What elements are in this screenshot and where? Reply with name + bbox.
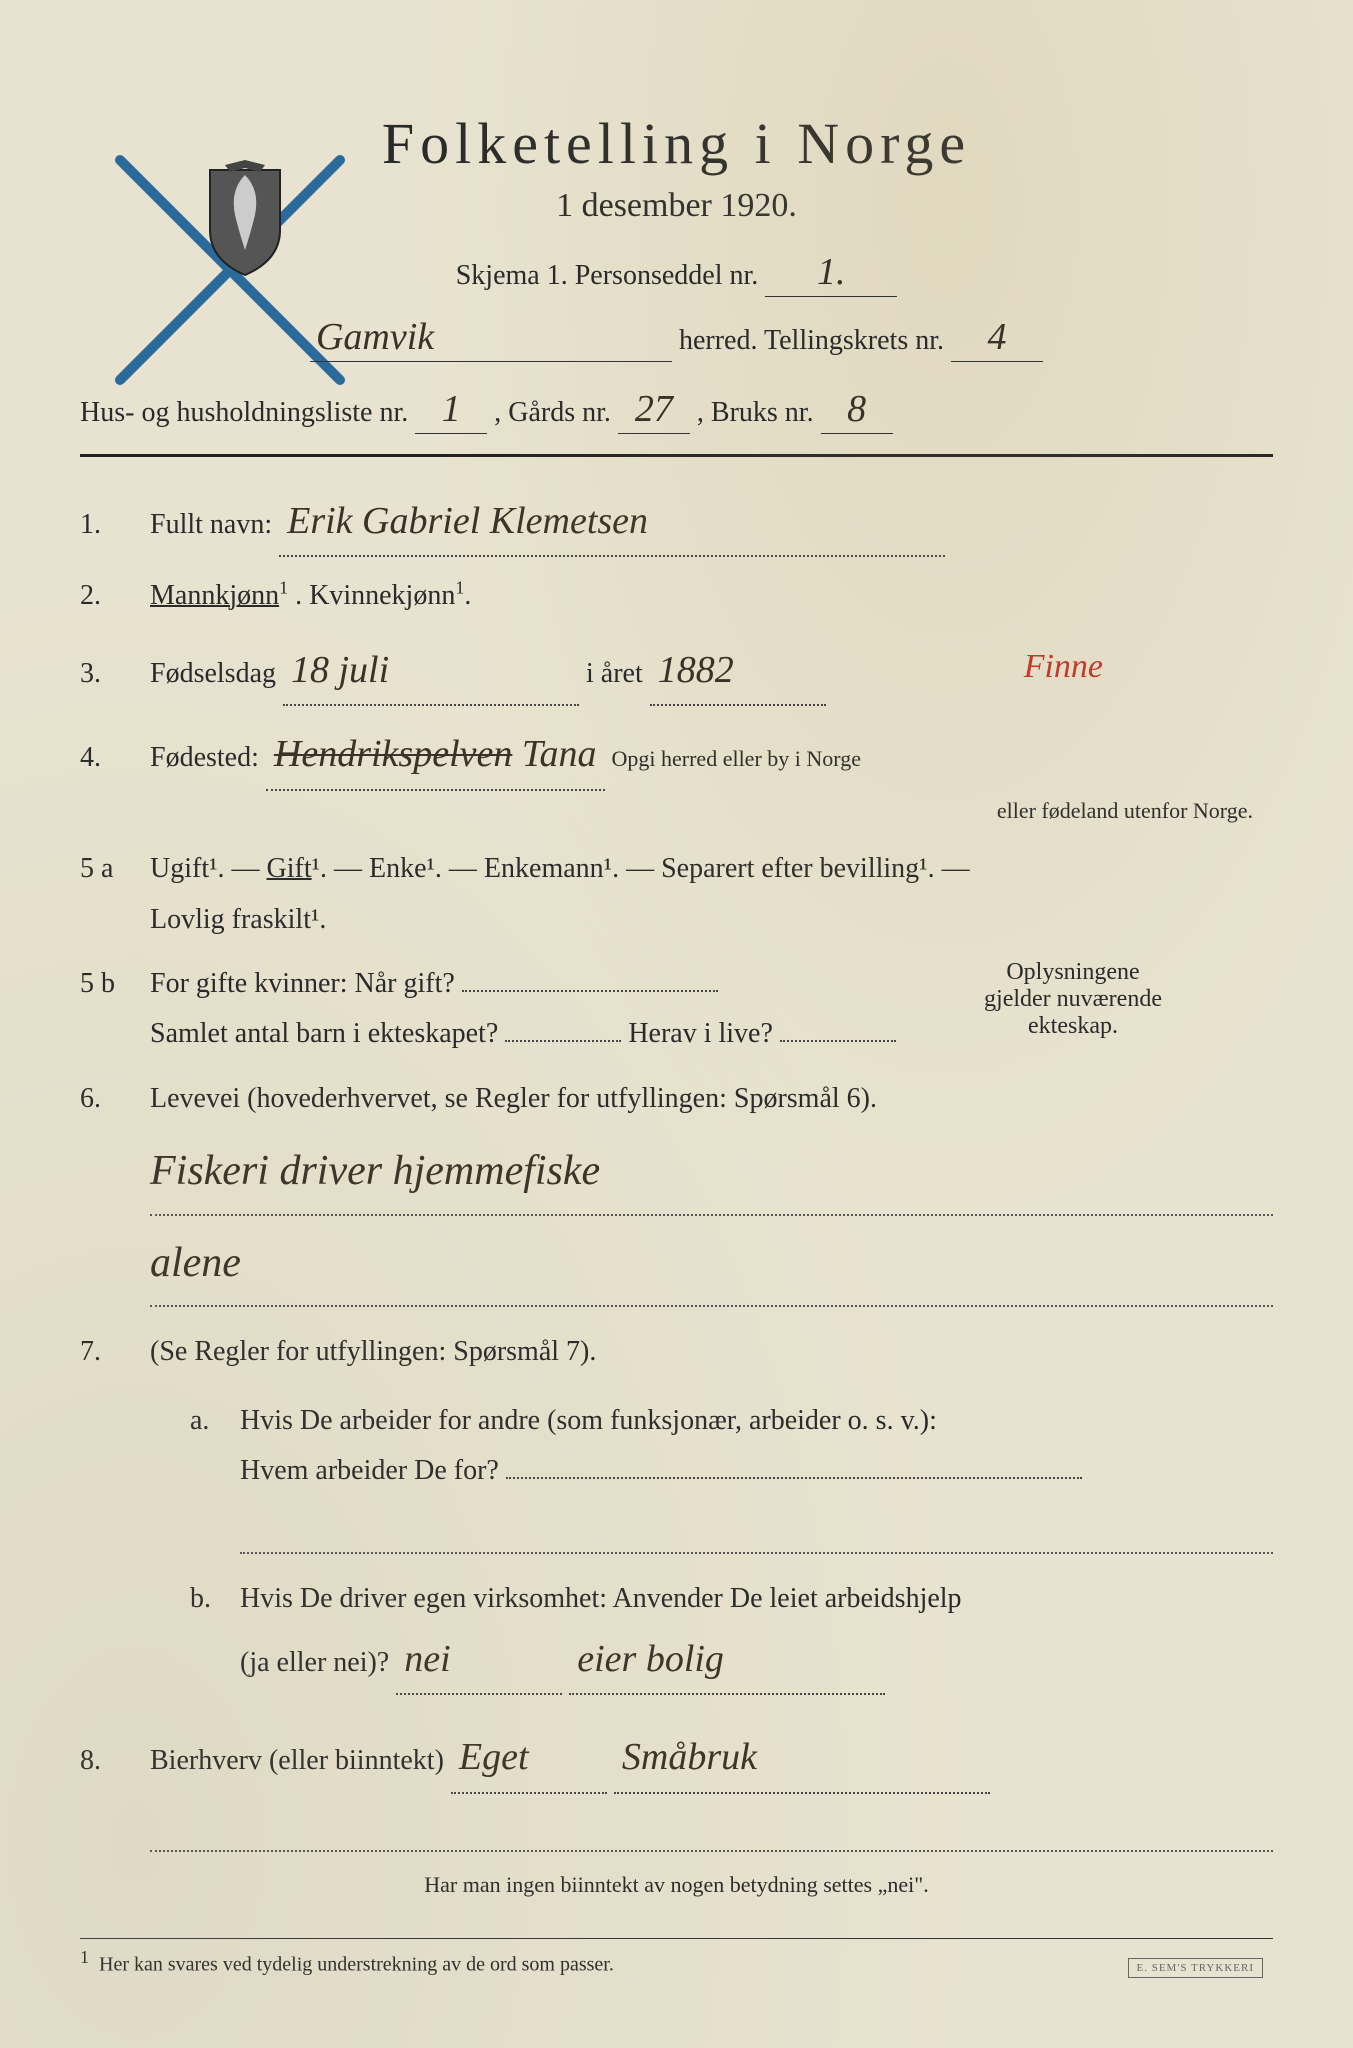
q5b-num: 5 b	[80, 968, 150, 1000]
q5a-row: 5 a Ugift¹. — Gift¹. — Enke¹. — Enkemann…	[80, 844, 1273, 945]
q2-num: 2.	[80, 580, 150, 612]
q5a-gift: Gift	[267, 853, 312, 884]
q7a-row: a. Hvis De arbeider for andre (som funks…	[150, 1396, 1273, 1561]
q8-num: 8.	[80, 1745, 150, 1777]
q2-sup1: 1	[279, 578, 288, 598]
footnote-row: 1 Her kan svares ved tydelig understrekn…	[80, 1938, 1273, 1977]
q7b-num: b.	[190, 1574, 240, 1624]
q7b-l2: (ja eller nei)?	[240, 1647, 389, 1678]
q3-year: 1882	[650, 636, 826, 706]
q7a-num: a.	[190, 1396, 240, 1446]
q5b-v3	[780, 1040, 896, 1042]
q4-row: 4. Fødested: Hendrikspelven Tana Opgi he…	[80, 720, 1273, 830]
q4-num: 4.	[80, 742, 150, 774]
q4-hint1: Opgi herred eller by i Norge	[612, 746, 861, 771]
q5b-l2b: Herav i live?	[628, 1018, 773, 1049]
q2-content: Mannkjønn1 . Kvinnekjønn1.	[150, 571, 1273, 621]
q3-mid: i året	[586, 658, 643, 689]
q7-num: 7.	[80, 1336, 150, 1368]
q8-pre: Eget	[451, 1723, 607, 1793]
tail-hint: Har man ingen biinntekt av nogen betydni…	[80, 1872, 1273, 1898]
q4-value: Tana	[522, 733, 597, 775]
hus-label: Hus- og husholdningsliste nr.	[80, 397, 408, 428]
q1-label: Fullt navn:	[150, 509, 272, 540]
q6-value2: alene	[150, 1222, 1273, 1308]
q1-row: 1. Fullt navn: Erik Gabriel Klemetsen	[80, 487, 1273, 557]
q5b-v2	[505, 1040, 621, 1042]
q7a-l2: Hvem arbeider De for?	[240, 1455, 499, 1486]
q4-struck: Hendrikspelven	[274, 733, 512, 775]
q7-label: (Se Regler for utfyllingen: Spørsmål 7).	[150, 1336, 596, 1367]
q7a-blank	[240, 1502, 1273, 1554]
hus-line: Hus- og husholdningsliste nr. 1 , Gårds …	[80, 387, 1273, 434]
q2-row: 2. Mannkjønn1 . Kvinnekjønn1.	[80, 571, 1273, 621]
q3-num: 3.	[80, 658, 150, 690]
q4-content: Fødested: Hendrikspelven Tana Opgi herre…	[150, 720, 1273, 830]
q4-label: Fødested:	[150, 742, 259, 773]
q7b-content: Hvis De driver egen virksomhet: Anvender…	[240, 1574, 1273, 1695]
bruks-label: , Bruks nr.	[697, 397, 814, 428]
q5a-num: 5 a	[80, 853, 150, 885]
q1-num: 1.	[80, 509, 150, 541]
q3-red-note: Finne	[1024, 636, 1103, 697]
q8-value: Småbruk	[614, 1723, 990, 1793]
herred-line: Gamvik herred. Tellingskrets nr. 4	[80, 315, 1273, 362]
q8-row: 8. Bierhverv (eller biinntekt) Eget Småb…	[80, 1723, 1273, 1857]
q5b-l2: Samlet antal barn i ekteskapet?	[150, 1018, 498, 1049]
hus-nr: 1	[415, 387, 487, 434]
q1-content: Fullt navn: Erik Gabriel Klemetsen	[150, 487, 1273, 557]
q5b-l1: For gifte kvinner: Når gift?	[150, 968, 455, 999]
gards-nr: 27	[618, 387, 690, 434]
q6-label: Levevei (hovederhvervet, se Regler for u…	[150, 1083, 877, 1114]
q6-num: 6.	[80, 1083, 150, 1115]
q8-content: Bierhverv (eller biinntekt) Eget Småbruk	[150, 1723, 1273, 1857]
q2-mann: Mannkjønn	[150, 580, 279, 611]
schema-line: Skjema 1. Personseddel nr. 1.	[80, 250, 1273, 297]
gards-label: , Gårds nr.	[494, 397, 611, 428]
q5b-row: 5 b For gifte kvinner: Når gift? Samlet …	[80, 959, 1273, 1060]
q5a-opts: Ugift¹. —	[150, 853, 267, 884]
q2-kvinne: . Kvinnekjønn	[295, 580, 455, 611]
q5b-side: Oplysningene gjelder nuværende ekteskap.	[953, 959, 1193, 1040]
q3-row: 3. Fødselsdag 18 juli i året 1882 Finne	[80, 636, 1273, 706]
q7b-extra: eier bolig	[569, 1625, 885, 1695]
q6-content: Levevei (hovederhvervet, se Regler for u…	[150, 1074, 1273, 1314]
herred-value: Gamvik	[310, 315, 672, 362]
q5b-side1: Oplysningene	[953, 959, 1193, 986]
q7a-l1: Hvis De arbeider for andre (som funksjon…	[240, 1405, 937, 1436]
q6-row: 6. Levevei (hovederhvervet, se Regler fo…	[80, 1074, 1273, 1314]
q3-label: Fødselsdag	[150, 658, 276, 689]
q3-content: Fødselsdag 18 juli i året 1882 Finne	[150, 636, 1273, 706]
footnote-text: Her kan svares ved tydelig understreknin…	[99, 1953, 614, 1975]
q8-blank	[150, 1800, 1273, 1852]
personseddel-nr: 1.	[765, 250, 897, 297]
q8-label: Bierhverv (eller biinntekt)	[150, 1745, 444, 1776]
bruks-nr: 8	[821, 387, 893, 434]
q7a-value	[506, 1477, 1082, 1479]
printer-stamp: E. SEM'S TRYKKERI	[1128, 1958, 1264, 1978]
q7b-row: b. Hvis De driver egen virksomhet: Anven…	[150, 1574, 1273, 1695]
q5b-side3: ekteskap.	[953, 1013, 1193, 1040]
tellingskrets-nr: 4	[951, 315, 1043, 362]
q6-value1: Fiskeri driver hjemmefiske	[150, 1130, 1273, 1216]
q1-value: Erik Gabriel Klemetsen	[279, 487, 945, 557]
q5b-side2: gjelder nuværende	[953, 986, 1193, 1013]
census-form-page: Folketelling i Norge 1 desember 1920. Sk…	[0, 0, 1353, 2048]
q5a-content: Ugift¹. — Gift¹. — Enke¹. — Enkemann¹. —…	[150, 844, 1273, 945]
q7b-l1: Hvis De driver egen virksomhet: Anvender…	[240, 1583, 962, 1614]
footnote-num: 1	[80, 1947, 89, 1967]
schema-label: Skjema 1. Personseddel nr.	[456, 260, 759, 291]
q4-hint2: eller fødeland utenfor Norge.	[150, 791, 1273, 831]
q7a-content: Hvis De arbeider for andre (som funksjon…	[240, 1396, 1273, 1561]
q3-day: 18 juli	[283, 636, 579, 706]
q5a-rest: ¹. — Enke¹. — Enkemann¹. — Separert efte…	[312, 853, 970, 884]
divider	[80, 454, 1273, 457]
herred-label: herred. Tellingskrets nr.	[679, 325, 944, 356]
q7b-value: nei	[396, 1625, 562, 1695]
q2-sup2: 1	[455, 578, 464, 598]
q5b-v1	[462, 990, 718, 992]
q5a-line2: Lovlig fraskilt¹.	[150, 895, 1273, 945]
q7-row: 7. (Se Regler for utfyllingen: Spørsmål …	[80, 1327, 1273, 1709]
q7-content: (Se Regler for utfyllingen: Spørsmål 7).…	[150, 1327, 1273, 1709]
